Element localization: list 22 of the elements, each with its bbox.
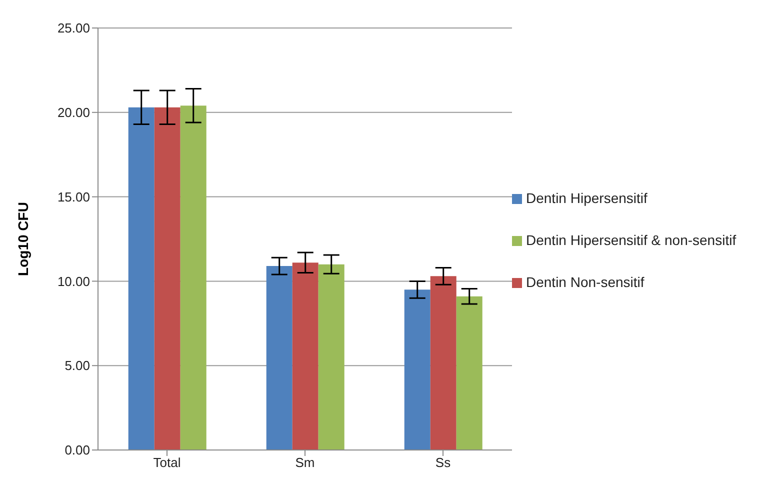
legend-label: Dentin Hipersensitif <box>526 189 648 208</box>
bar <box>292 262 318 450</box>
y-tick-label: 20.00 <box>57 105 90 120</box>
y-tick-label: 0.00 <box>64 442 90 458</box>
y-tick-label: 15.00 <box>57 189 90 204</box>
y-tick-label: 10.00 <box>57 274 90 289</box>
legend-label: Dentin Hipersensitif & non-sensitif <box>526 231 736 250</box>
x-tick-label: Ss <box>435 455 452 470</box>
y-tick-label: 5.00 <box>64 358 90 374</box>
bar <box>180 106 206 450</box>
bar <box>128 107 154 450</box>
bar <box>404 290 430 450</box>
bar <box>430 276 456 450</box>
bar <box>318 264 344 450</box>
y-axis-title: Log10 CFU <box>14 202 31 276</box>
bar <box>456 296 482 450</box>
bar <box>154 107 180 450</box>
legend-label: Dentin Non-sensitif <box>526 273 644 292</box>
x-tick-label: Total <box>153 455 181 470</box>
bar <box>266 266 292 450</box>
y-tick-label: 25.00 <box>57 20 90 36</box>
x-tick-label: Sm <box>295 455 315 470</box>
